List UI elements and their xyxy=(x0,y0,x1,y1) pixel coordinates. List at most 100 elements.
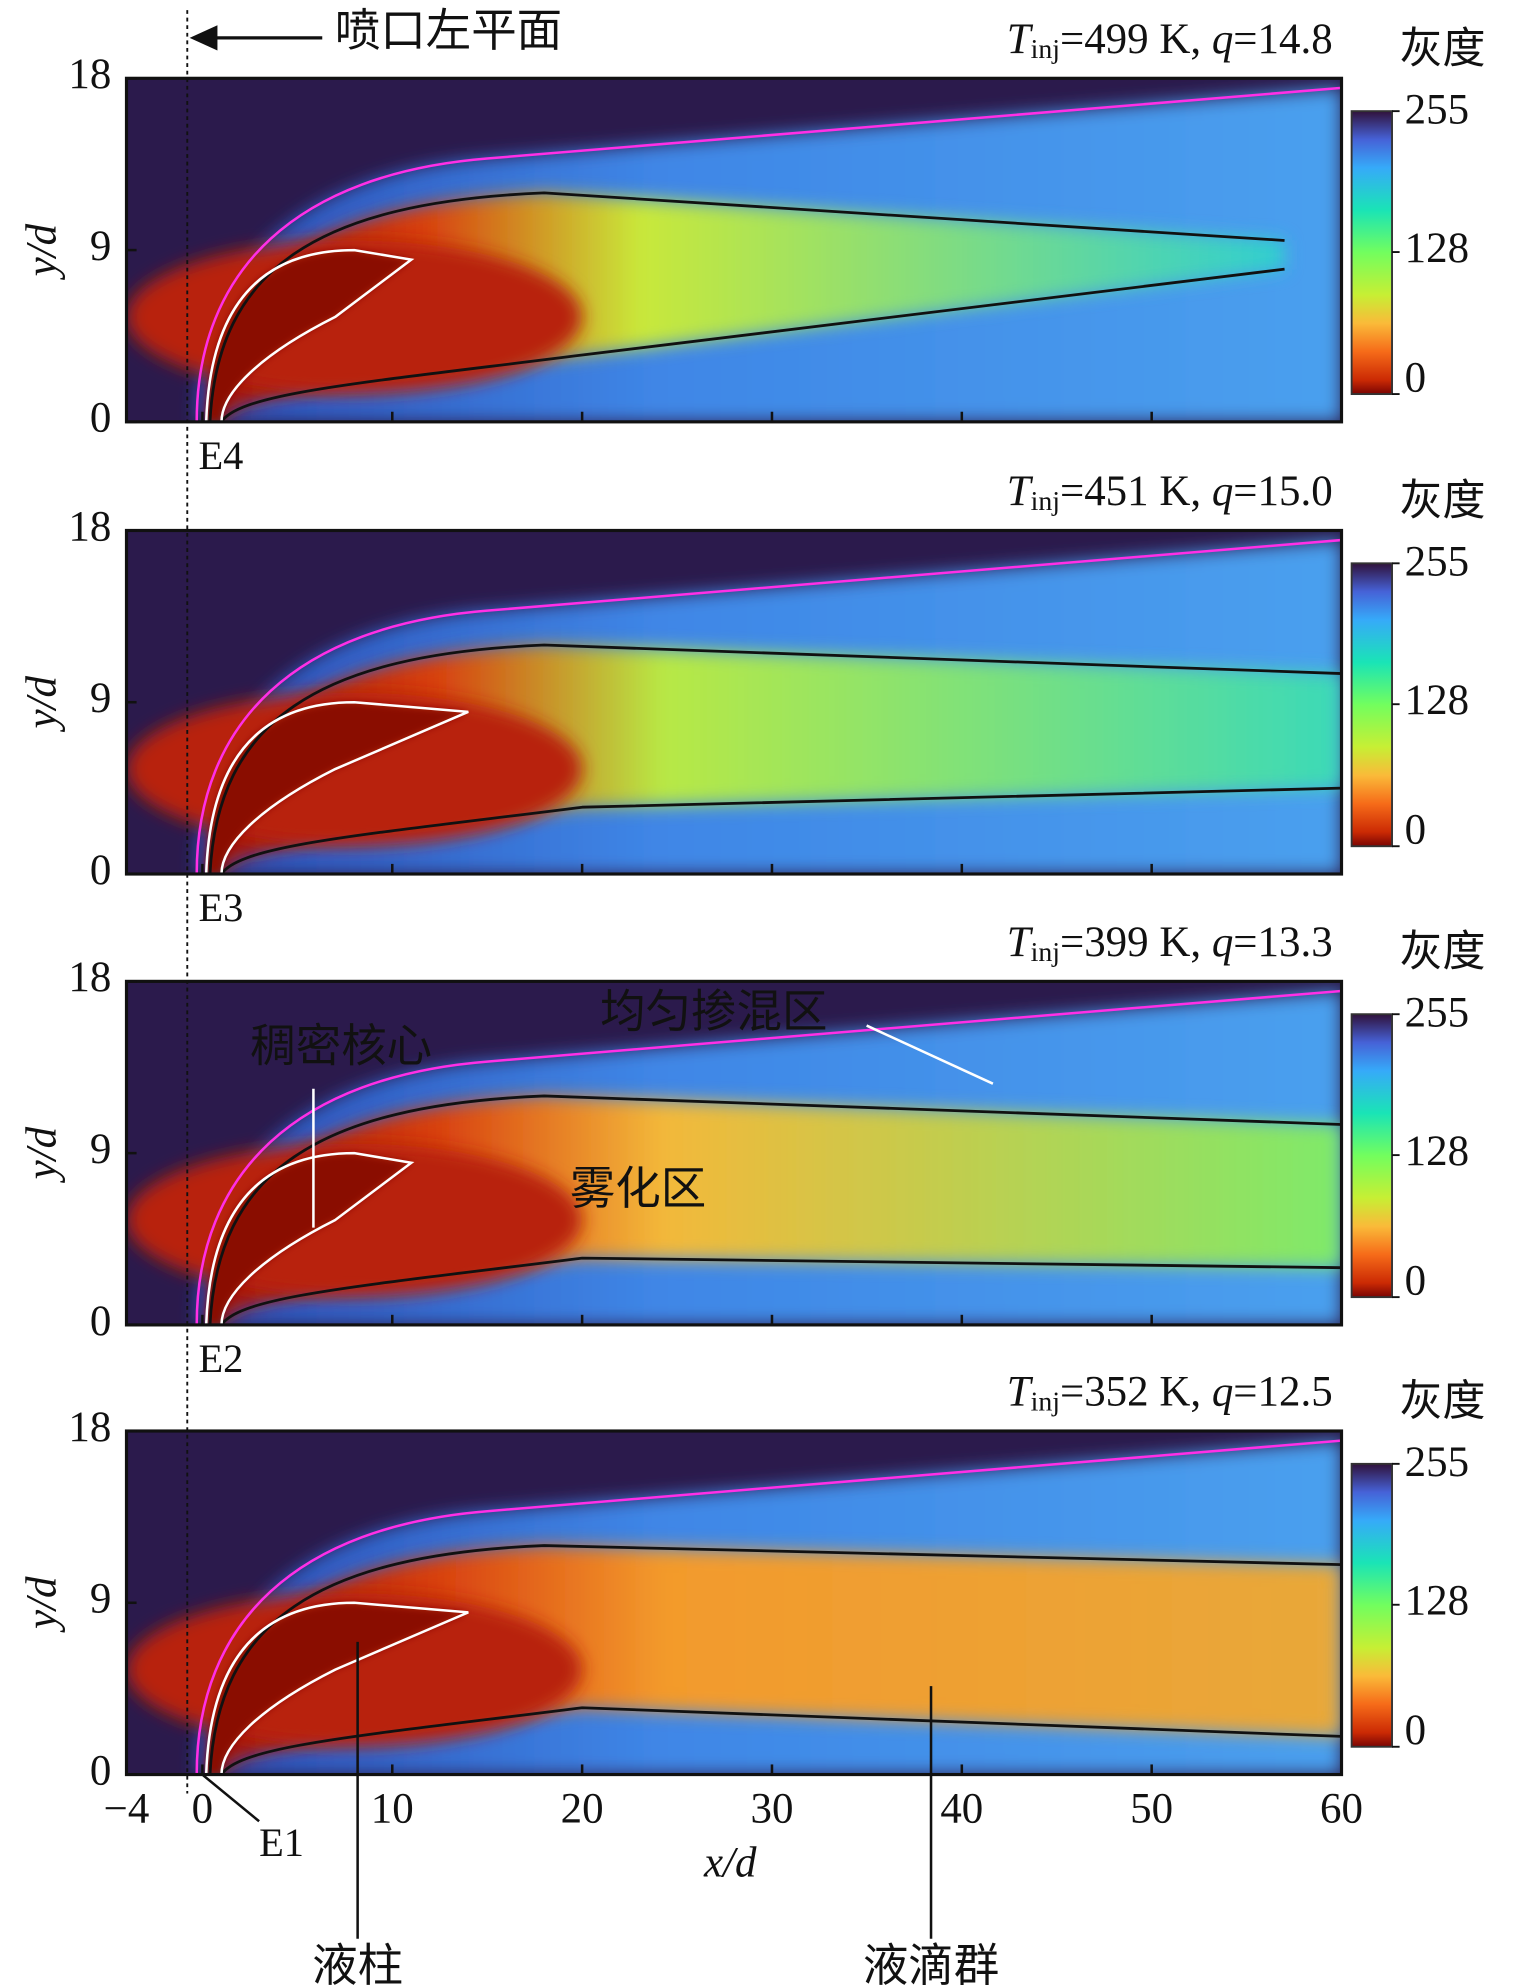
panel xyxy=(126,530,1342,875)
outer-contour xyxy=(195,989,1342,1325)
y-tick-label: 18 xyxy=(68,1404,111,1451)
colorbar xyxy=(1350,1013,1393,1299)
colorbar-tick-label: 128 xyxy=(1405,1578,1469,1625)
lower-contour xyxy=(220,1706,1342,1775)
colorbar-tick-label: 128 xyxy=(1405,225,1469,272)
upper-contour xyxy=(208,191,1285,422)
annotation: 稠密核心 xyxy=(250,1020,432,1071)
dense-core xyxy=(206,250,412,422)
colorbar-label: 灰度 xyxy=(1400,26,1486,73)
title-part: T xyxy=(1007,468,1034,515)
nozzle-label: 喷口左平面 xyxy=(335,5,562,56)
colorbar-tick-label: 0 xyxy=(1405,1707,1426,1754)
outer-contour xyxy=(195,1439,1342,1775)
annotation: 均匀掺混区 xyxy=(600,986,827,1037)
colorbar-tick-label: 255 xyxy=(1405,1439,1469,1486)
title-part: inj xyxy=(1031,486,1060,517)
y-axis-label: y/d xyxy=(19,1576,66,1633)
colorbar-tick-label: 255 xyxy=(1405,539,1469,586)
upper-contour xyxy=(208,1094,1342,1325)
dense-core xyxy=(206,1153,412,1325)
annotation: 液滴群 xyxy=(863,1940,999,1988)
x-axis-label: x/d xyxy=(703,1840,757,1887)
core-contour xyxy=(204,1151,415,1325)
colorbar-tick-label: 0 xyxy=(1405,354,1426,401)
colorbar-tick-label: 255 xyxy=(1405,990,1469,1037)
title-part: =15.0 xyxy=(1233,468,1332,515)
panel-title: Tinj=451 K, q=15.0 xyxy=(1007,468,1333,517)
upper-contour xyxy=(208,1544,1342,1775)
y-tick-label: 0 xyxy=(90,395,111,442)
x-tick-label: 50 xyxy=(1130,1785,1173,1832)
title-part: T xyxy=(1007,919,1034,966)
x-tick-label: 10 xyxy=(371,1785,414,1832)
panel xyxy=(126,1431,1342,1775)
y-tick-label: 9 xyxy=(90,1126,111,1173)
panel xyxy=(126,981,1342,1325)
y-tick-label: 9 xyxy=(90,1576,111,1623)
title-part: q xyxy=(1212,16,1233,63)
y-axis-label: y/d xyxy=(19,675,66,732)
x-tick-label: 20 xyxy=(561,1785,604,1832)
y-axis-label: y/d xyxy=(19,1126,66,1183)
leader xyxy=(866,1024,994,1085)
y-tick-label: 0 xyxy=(90,847,111,894)
y-tick-label: 18 xyxy=(68,51,111,98)
y-tick-label: 9 xyxy=(90,223,111,270)
lower-contour xyxy=(220,267,1285,422)
station-label: E2 xyxy=(198,1336,243,1381)
arrow-head xyxy=(189,25,218,51)
y-axis-label: y/d xyxy=(19,223,66,280)
outer-contour xyxy=(195,86,1342,422)
y-tick-label: 9 xyxy=(90,675,111,722)
title-part: q xyxy=(1212,468,1233,515)
upper-contour xyxy=(208,643,1342,875)
colorbar-label: 灰度 xyxy=(1400,929,1486,976)
title-part: =499 K, xyxy=(1060,16,1212,63)
title-part: T xyxy=(1007,1369,1034,1416)
lower-contour xyxy=(220,1256,1342,1325)
title-part: =352 K, xyxy=(1060,1369,1212,1416)
y-tick-label: 0 xyxy=(90,1747,111,1794)
dense-core xyxy=(206,1602,469,1775)
core-contour xyxy=(204,700,469,875)
leader xyxy=(201,1773,260,1823)
core-contour xyxy=(204,1601,469,1775)
colorbar-tick-label: 128 xyxy=(1405,1128,1469,1175)
colorbar xyxy=(1350,110,1393,396)
title-part: q xyxy=(1212,1369,1233,1416)
annotation: 雾化区 xyxy=(570,1163,706,1214)
colorbar xyxy=(1350,1462,1393,1748)
colorbar-label: 灰度 xyxy=(1400,478,1486,525)
y-tick-label: 0 xyxy=(90,1298,111,1345)
colorbar-tick-label: 255 xyxy=(1405,87,1469,134)
y-tick-label: 18 xyxy=(68,954,111,1001)
core-contour xyxy=(204,248,415,422)
colorbar xyxy=(1350,562,1393,848)
title-part: q xyxy=(1212,919,1233,966)
title-part: =399 K, xyxy=(1060,919,1212,966)
lower-contour xyxy=(220,786,1342,875)
x-tick-label: 40 xyxy=(940,1785,983,1832)
x-tick-label: 60 xyxy=(1320,1785,1363,1832)
title-part: =451 K, xyxy=(1060,468,1212,515)
panel-title: Tinj=352 K, q=12.5 xyxy=(1007,1369,1333,1418)
colorbar-tick-label: 0 xyxy=(1405,1257,1426,1304)
panel-title: Tinj=499 K, q=14.8 xyxy=(1007,16,1333,65)
annotation: 液柱 xyxy=(312,1940,403,1988)
title-part: inj xyxy=(1031,937,1060,968)
colorbar-label: 灰度 xyxy=(1400,1379,1486,1426)
outer-contour xyxy=(195,538,1342,875)
station-label: E1 xyxy=(259,1820,304,1865)
title-part: =13.3 xyxy=(1233,919,1332,966)
panel-title: Tinj=399 K, q=13.3 xyxy=(1007,919,1333,968)
dense-core xyxy=(206,702,469,875)
colorbar-tick-label: 0 xyxy=(1405,806,1426,853)
panel xyxy=(126,78,1342,422)
colorbar-tick-label: 128 xyxy=(1405,677,1469,724)
title-part: T xyxy=(1007,16,1034,63)
x-tick-label: 0 xyxy=(192,1785,213,1832)
station-label: E3 xyxy=(198,885,243,930)
